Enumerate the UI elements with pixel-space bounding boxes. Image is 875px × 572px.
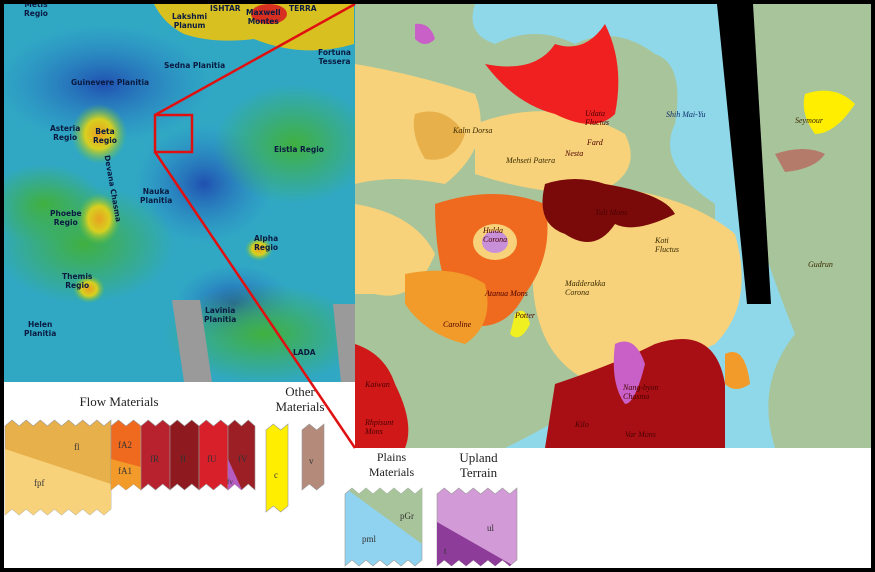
label-shih-mai-yu: Shih Mai-Yu xyxy=(666,110,706,119)
label-lavinia-planitia: Lavinia Planitia xyxy=(204,306,237,324)
label-mehseti-patera: Mehseti Patera xyxy=(506,156,556,165)
venus-topographic-map: Metis Regio Lakshmi Planum ISHTAR Maxwel… xyxy=(4,4,355,382)
legend-code-fV: fV xyxy=(238,454,248,464)
legend-swatch-t xyxy=(437,522,514,566)
legend-code-fA2: fA2 xyxy=(118,440,132,450)
label-lada: LADA xyxy=(293,348,316,357)
label-seymour: Seymour xyxy=(795,116,823,125)
label-asteria-regio: Asteria Regio xyxy=(50,124,81,142)
legend-code-fI: fI xyxy=(180,454,186,464)
label-koti-fluctus: Koti Fluctus xyxy=(655,236,679,254)
legend-swatch-pml xyxy=(344,487,423,567)
label-lakshmi-planum: Lakshmi Planum xyxy=(172,12,208,30)
label-themis-regio: Themis Regio xyxy=(62,272,93,290)
legend-code-t: t xyxy=(444,546,447,556)
label-madderakka-corona: Madderakka Corona xyxy=(565,279,606,297)
legend-title-flow-materials: Flow Materials xyxy=(79,394,159,409)
legend-code-fv-sub: fv xyxy=(227,478,233,486)
geologic-map: Kalm Dorsa Mehseti Patera Udata Fluctus … xyxy=(355,4,871,448)
legend-swatch-fpf xyxy=(5,449,111,515)
label-rhpisunt-mons: Rhpisunt Mons xyxy=(365,418,394,436)
label-nang-byon-chasma: Nang-byon Chasma xyxy=(623,383,659,401)
legend-code-pml: pml xyxy=(362,534,377,544)
legend-title-plains-materials: Plains Materials xyxy=(368,450,415,479)
label-var-mons: Var Mons xyxy=(625,430,656,439)
label-nesta: Nesta xyxy=(565,149,584,158)
label-gudrun: Gudrun xyxy=(808,260,833,269)
label-atanua-mons: Atanua Mons xyxy=(485,289,528,298)
legend-swatch-fl xyxy=(4,419,112,516)
label-hulda-corona: Hulda Corona xyxy=(483,226,508,244)
label-alpha-regio: Alpha Regio xyxy=(254,234,279,252)
geologic-units-layer xyxy=(355,4,871,448)
label-tuli-mons: Tuli Mons xyxy=(595,208,628,217)
legend-swatch-fA2 xyxy=(110,419,142,491)
legend-code-fA1: fA1 xyxy=(118,466,132,476)
legend-title-upland-terrain: Upland Terrain xyxy=(459,450,498,480)
label-fortuna-tessera: Fortuna Tessera xyxy=(318,48,351,66)
legend-code-ul: ul xyxy=(487,523,495,533)
label-eistla-regio: Eistla Regio xyxy=(274,145,324,154)
label-potter: Potter xyxy=(515,311,535,320)
legend-code-v: v xyxy=(309,456,314,466)
legend-code-c: c xyxy=(274,470,278,480)
legend-swatch-ul xyxy=(436,487,518,567)
label-sedna-planitia: Sedna Planitia xyxy=(164,61,226,70)
label-fard: Fard xyxy=(587,138,603,147)
label-kalm-dorsa: Kalm Dorsa xyxy=(453,126,493,135)
label-terra: TERRA xyxy=(289,4,317,13)
label-beta-regio: Beta Regio xyxy=(93,127,117,145)
label-metis-regio: Metis Regio xyxy=(24,4,48,18)
label-nauka-planitia: Nauka Planitia xyxy=(140,187,173,205)
label-kaiwan: Kaiwan xyxy=(365,380,390,389)
label-maxwell-montes: Maxwell Montes xyxy=(246,8,281,26)
label-ishtar: ISHTAR xyxy=(210,4,241,13)
legend-title-other-materials: Other Materials xyxy=(275,384,325,414)
legend-code-fU: fU xyxy=(207,454,217,464)
label-guinevere-planitia: Guinevere Planitia xyxy=(71,78,150,87)
legend-swatch-c xyxy=(265,423,289,513)
legend-code-fR: fR xyxy=(150,454,159,464)
map-figure: Metis Regio Lakshmi Planum ISHTAR Maxwel… xyxy=(4,4,871,568)
legend-code-pGr: pGr xyxy=(400,511,414,521)
legend-code-fpf: fpf xyxy=(34,478,45,488)
legend-code-fl: fl xyxy=(74,442,80,452)
label-kilo: Kilo xyxy=(575,420,589,429)
label-udata-fluctus: Udata Fluctus xyxy=(585,109,609,127)
label-caroline: Caroline xyxy=(443,320,472,329)
label-phoebe-regio: Phoebe Regio xyxy=(50,209,82,227)
label-helen-planitia: Helen Planitia xyxy=(24,320,57,338)
